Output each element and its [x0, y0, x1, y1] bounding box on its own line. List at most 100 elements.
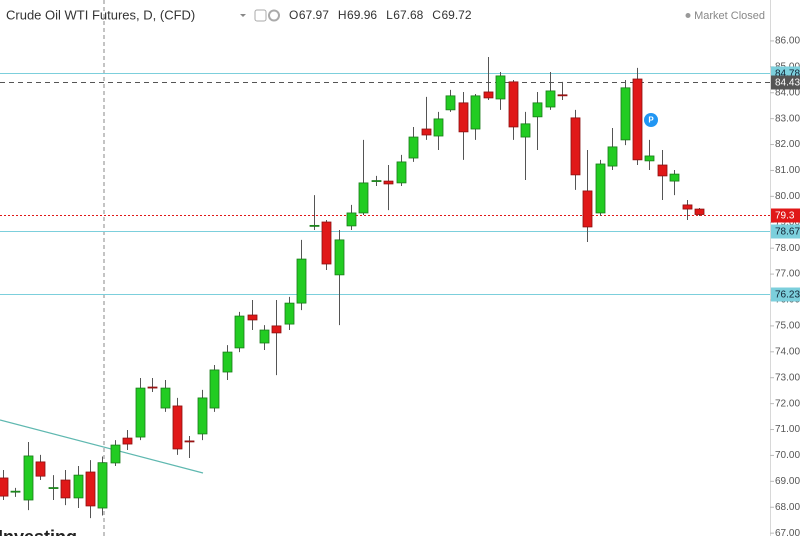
header: Crude Oil WTI Futures, D, (CFD) O 67.97 H 6…: [6, 7, 765, 22]
event-marker[interactable]: [644, 113, 658, 127]
y-tick-label: 81.00: [775, 165, 800, 176]
ohlc-label: L: [386, 8, 393, 22]
candle-body: [607, 146, 618, 167]
market-status: Market Closed: [694, 10, 765, 22]
candle-body: [0, 477, 9, 497]
candle-body: [259, 329, 270, 344]
price-tag: [771, 75, 800, 90]
ohlc-value: 69.72: [441, 8, 471, 22]
y-tick-label: 83.00: [775, 113, 800, 124]
y-tick-label: 71.00: [775, 424, 800, 435]
candle-body: [445, 95, 456, 111]
ohlc-value: 69.96: [347, 8, 377, 22]
y-tick-label: 77.00: [775, 269, 800, 280]
ohlc-label: H: [338, 8, 347, 22]
candle-body: [570, 117, 581, 176]
y-tick-label: 72.00: [775, 398, 800, 409]
y-axis: 67.00 68.00 69.00 70.00 71.00 72.00 73.00 74.00…: [770, 36, 800, 536]
y-tick-label: 80.00: [775, 191, 800, 202]
candle-body: [110, 444, 121, 464]
y-tick-label: 86.00: [775, 36, 800, 47]
plot-area: [0, 56, 770, 519]
event-marker-label: P: [648, 116, 654, 125]
candle-body: [73, 474, 84, 499]
candle-body: [346, 212, 357, 227]
y-tick-label: 70.00: [775, 450, 800, 461]
y-tick-label: 74.00: [775, 346, 800, 357]
visibility-icon[interactable]: [254, 9, 267, 22]
chart-title: Crude Oil WTI Futures, D, (CFD): [6, 7, 195, 22]
ohlc-legend: O 67.97 H 69.96 L 67.68 C 69.72: [289, 8, 472, 22]
price-tag-label: 84.78: [775, 69, 800, 80]
candle-body: [271, 325, 282, 334]
candle-body: [97, 462, 108, 509]
candle-body: [694, 208, 705, 215]
candle-body: [483, 91, 494, 99]
price-tag: [771, 208, 800, 223]
y-tick-label: 82.00: [775, 139, 800, 150]
candle-body: [508, 81, 519, 128]
y-tick-label: 84.00: [775, 87, 800, 98]
candle-body: [557, 94, 568, 97]
candle-body: [358, 182, 369, 214]
candle-body: [433, 118, 444, 137]
y-tick-label: 73.00: [775, 372, 800, 383]
price-tag: [771, 224, 800, 239]
candle-body: [545, 90, 556, 108]
y-tick-label: 75.00: [775, 321, 800, 332]
candle-body: [632, 78, 643, 161]
candle-body: [657, 164, 668, 177]
candle-body: [334, 239, 345, 276]
candle-body: [209, 369, 220, 409]
price-tag-label: 78.67: [775, 227, 800, 238]
ohlc-label: O: [289, 8, 298, 22]
price-tag-label: 84.43: [775, 78, 800, 89]
candle-body: [458, 102, 469, 133]
candle-body: [10, 490, 21, 493]
candle-body: [644, 155, 655, 162]
candle-body: [383, 180, 394, 185]
candle-body: [408, 136, 419, 159]
candle-body: [470, 95, 481, 130]
candle-body: [682, 204, 693, 210]
candle-body: [60, 479, 71, 499]
y-tick-label: 67.00: [775, 528, 800, 536]
dropdown-icon[interactable]: [240, 14, 246, 17]
candle-body: [296, 258, 307, 304]
ohlc-value: 67.68: [393, 8, 423, 22]
y-tick-label: 69.00: [775, 476, 800, 487]
price-tag-label: 79.3: [775, 211, 795, 222]
candle-body: [421, 128, 432, 136]
candle-body: [197, 397, 208, 435]
price-tag: [771, 287, 800, 302]
candle-body: [396, 161, 407, 184]
candle-body: [284, 302, 295, 325]
candle-body: [582, 190, 593, 228]
candle-body: [669, 173, 680, 182]
candle-body: [247, 314, 258, 321]
y-tick-label: 68.00: [775, 502, 800, 513]
ohlc-label: C: [432, 8, 441, 22]
y-tick-label: 78.00: [775, 243, 800, 254]
candle-body: [85, 471, 96, 507]
candle-body: [172, 405, 183, 450]
candle-body: [184, 440, 195, 443]
status-dot: [685, 13, 691, 18]
candle-body: [23, 455, 34, 501]
candle-body: [222, 351, 233, 373]
candle-body: [147, 386, 158, 389]
price-tag-label: 76.23: [775, 290, 800, 301]
candle-body: [371, 180, 382, 182]
settings-icon[interactable]: [268, 9, 280, 22]
ohlc-value: 67.97: [299, 8, 329, 22]
candle-body: [160, 387, 171, 409]
candle-body: [620, 87, 631, 141]
watermark: Investing: [0, 527, 77, 536]
candle-body: [234, 315, 245, 349]
candle-body: [495, 75, 506, 100]
candle-body: [122, 437, 133, 445]
